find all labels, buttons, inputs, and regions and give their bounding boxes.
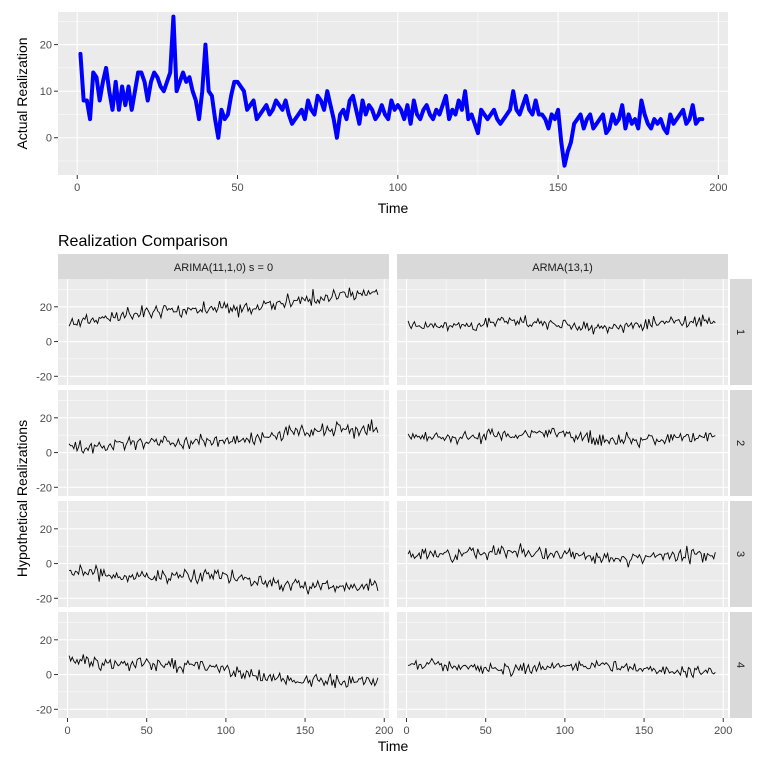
top-x-tick-label: 50	[231, 182, 243, 194]
realization-series	[68, 654, 379, 689]
facet-y-tick-label: -20	[36, 482, 52, 494]
facet-x-tick-label: 0	[403, 725, 409, 737]
top-x-tick-label: 150	[549, 182, 567, 194]
facet-y-tick-label: 20	[40, 413, 52, 425]
facet-y-tick-label: 0	[46, 337, 52, 349]
actual-realization-line	[78, 14, 705, 168]
realization-series	[68, 287, 379, 329]
facet-y-tick-labels: -20 0 20 -20 0 20 -20 0 20 -20 0 20	[36, 302, 58, 716]
column-strip-label: ARMA(13,1)	[532, 262, 593, 274]
realization-series	[407, 427, 716, 449]
facet-x-tick-label: 150	[635, 725, 653, 737]
facet-strips: ARIMA(11,1,0) s = 0 ARMA(13,1) 1 2 3 4	[58, 254, 752, 718]
row-strip-label: 1	[734, 329, 746, 335]
top-x-tick-labels: 0 50 100 150 200	[74, 175, 728, 194]
realization-series	[407, 543, 716, 568]
facet-x-tick-label: 50	[141, 725, 153, 737]
facet-x-tick-label: 0	[64, 725, 70, 737]
realization-series	[407, 314, 716, 335]
facet-y-tick-label: 0	[46, 559, 52, 571]
realization-series	[69, 563, 379, 595]
column-strip-label: ARIMA(11,1,0) s = 0	[174, 262, 273, 274]
facet-panels	[58, 279, 728, 718]
top-y-axis-title: Actual Realization	[14, 37, 30, 149]
facet-chart-title: Realization Comparison	[58, 233, 228, 250]
facet-y-tick-label: 20	[40, 524, 52, 536]
facet-y-tick-label: 0	[46, 670, 52, 682]
top-x-tick-label: 200	[709, 182, 727, 194]
top-y-tick-label: 10	[40, 86, 52, 98]
row-strip-label: 3	[734, 551, 746, 557]
realization-series	[68, 419, 379, 454]
row-strip	[730, 279, 752, 385]
facet-y-tick-label: -20	[36, 704, 52, 716]
facet-x-tick-label: 200	[714, 725, 732, 737]
top-x-tick-label: 0	[74, 182, 80, 194]
row-strip-label: 2	[734, 440, 746, 446]
row-strip	[730, 501, 752, 607]
facet-panel-background	[58, 501, 389, 607]
column-strip	[397, 254, 728, 279]
realization-series	[408, 657, 716, 679]
facet-y-tick-label: 20	[40, 635, 52, 647]
facet-panel	[58, 501, 389, 607]
realization-comparison-chart: Realization Comparison ARIMA(11,1,0) s =…	[14, 233, 752, 754]
facet-panel-background	[397, 279, 728, 385]
top-y-tick-label: 20	[40, 40, 52, 52]
facet-y-axis-title: Hypothetical Realizations	[14, 420, 30, 577]
facet-y-tick-label: -20	[36, 371, 52, 383]
facet-panel	[58, 612, 389, 718]
actual-realization-chart: 0 10 20 0 50 100 150 200 Time Actual Realizati…	[14, 12, 728, 216]
facet-x-axis-title: Time	[378, 738, 409, 754]
facet-x-tick-label: 200	[375, 725, 393, 737]
facet-x-tick-labels: 0 50 100 150 200 0 50 100 150 200	[64, 718, 732, 737]
facet-panel	[58, 390, 389, 496]
actual-realization-series	[78, 14, 705, 168]
top-gridlines	[58, 12, 728, 175]
facet-panel-background	[397, 390, 728, 496]
facet-panel-background	[397, 501, 728, 607]
facet-panel	[397, 612, 728, 718]
facet-x-tick-label: 100	[217, 725, 235, 737]
facet-x-tick-label: 150	[296, 725, 314, 737]
row-strip	[730, 612, 752, 718]
facet-x-tick-label: 100	[556, 725, 574, 737]
facet-panel	[58, 279, 389, 385]
facet-y-tick-label: 0	[46, 448, 52, 460]
facet-panel-background	[58, 390, 389, 496]
column-strip	[58, 254, 389, 279]
row-strip	[730, 390, 752, 496]
facet-panel-background	[58, 279, 389, 385]
top-panel-background	[58, 12, 728, 175]
facet-panel-background	[397, 612, 728, 718]
facet-panel	[397, 390, 728, 496]
facet-panel-background	[58, 612, 389, 718]
facet-y-tick-label: -20	[36, 593, 52, 605]
row-strip-label: 4	[734, 662, 746, 668]
top-x-tick-label: 100	[389, 182, 407, 194]
top-y-tick-label: 0	[46, 133, 52, 145]
facet-y-tick-label: 20	[40, 302, 52, 314]
facet-x-tick-label: 50	[480, 725, 492, 737]
facet-panel	[397, 501, 728, 607]
top-y-tick-labels: 0 10 20	[40, 40, 58, 145]
top-x-axis-title: Time	[378, 200, 409, 216]
facet-panel	[397, 279, 728, 385]
